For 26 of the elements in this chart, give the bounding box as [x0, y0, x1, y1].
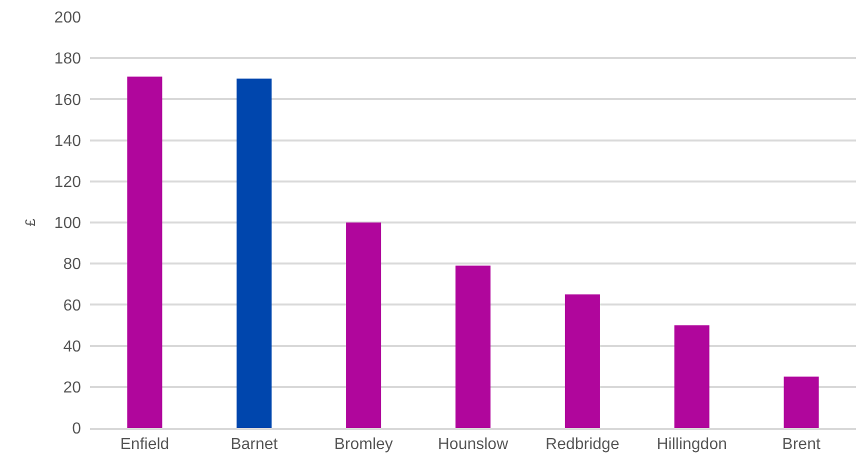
bar [346, 222, 382, 428]
x-tick-label: Barnet [230, 436, 278, 454]
y-tick-label: 100 [54, 215, 82, 232]
x-tick-label: Brent [782, 436, 821, 454]
x-tick-label: Hounslow [438, 436, 509, 454]
bar [784, 376, 819, 428]
bar [455, 266, 491, 428]
y-axis-title: £ [22, 218, 38, 226]
bar [674, 325, 710, 428]
x-tick-label: Hillingdon [656, 436, 727, 454]
y-tick-label: 40 [63, 338, 82, 356]
y-tick-label: 120 [54, 174, 82, 191]
x-tick-label: Enfield [120, 436, 170, 454]
y-tick-label: 80 [63, 256, 82, 274]
bar [564, 294, 600, 428]
y-tick-label: 180 [54, 50, 82, 68]
y-tick-label: 0 [72, 420, 82, 438]
y-tick-label: 20 [63, 380, 82, 396]
bar [127, 76, 162, 428]
x-tick-label: Redbridge [546, 436, 620, 454]
y-tick-label: 140 [54, 132, 82, 150]
y-tick-label: 200 [54, 10, 82, 27]
bar [236, 78, 272, 428]
x-tick-label: Bromley [334, 436, 393, 454]
y-tick-label: 60 [63, 297, 82, 314]
y-tick-label: 160 [54, 92, 82, 109]
